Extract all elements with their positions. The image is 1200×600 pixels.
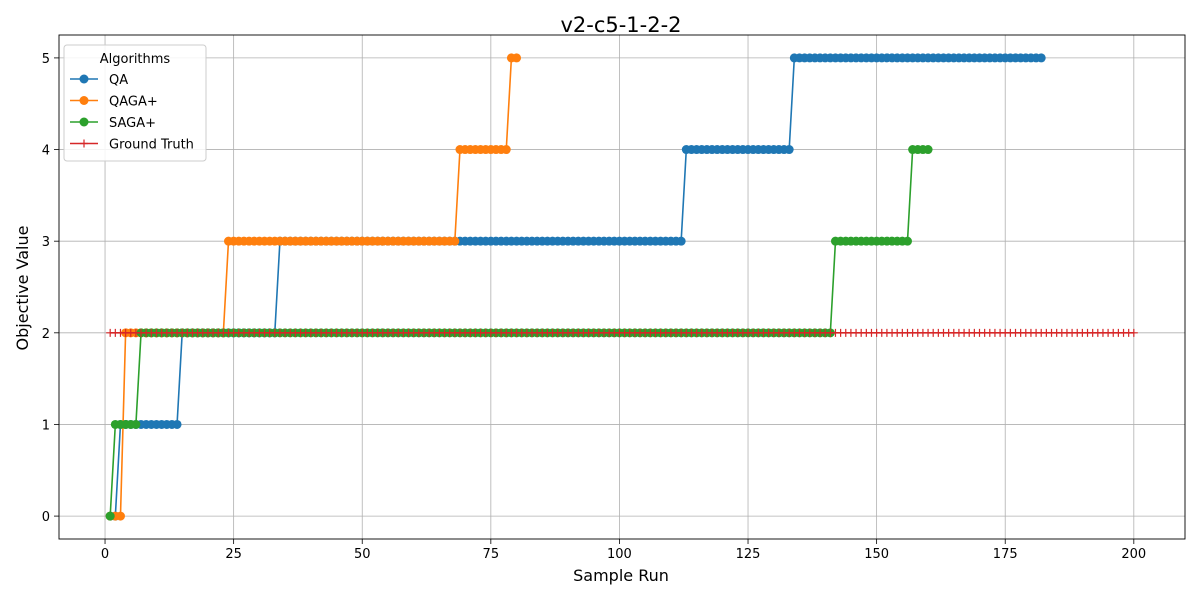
legend-label: SAGA+ [109,116,156,131]
legend-label: QAGA+ [109,95,158,110]
x-tick-label: 50 [354,547,371,562]
data-point-qaga [512,53,522,63]
x-tick-label: 200 [1121,547,1146,562]
series-layer [105,53,1138,521]
x-tick-label: 0 [101,547,109,562]
x-axis-label: Sample Run [573,566,669,585]
data-point-qaga [501,145,511,155]
legend-label: QA [109,73,128,88]
legend-swatch-marker [79,117,89,127]
y-tick-label: 2 [42,327,50,342]
legend-swatch-marker [80,139,88,148]
y-tick-label: 0 [42,510,50,525]
grid [59,35,1185,539]
series-ground-truth [106,328,1138,337]
y-tick-label: 3 [42,235,50,250]
data-point-qa [784,145,794,155]
x-tick-label: 175 [993,547,1018,562]
legend-swatch-marker [79,74,89,84]
data-point-qa [676,236,686,246]
x-tick-label: 125 [736,547,761,562]
data-point-saga [902,236,912,246]
legend: Algorithms QA QAGA+ SAGA+ Ground Truth [63,44,207,162]
tick-layer: 0 25 50 75 100 125 150 175 200 0 1 2 3 4 5 [42,52,1147,562]
legend-item-saga: SAGA+ [70,116,156,131]
y-tick-label: 4 [42,144,50,159]
data-point-qaga [115,511,125,521]
legend-title: Algorithms [100,52,171,67]
x-tick-label: 25 [225,547,242,562]
data-point-qa [172,419,182,429]
y-tick-label: 5 [42,52,50,67]
x-tick-label: 75 [483,547,500,562]
data-point-qa [1036,53,1046,63]
data-point-saga [131,419,141,429]
data-point-saga [923,145,933,155]
y-axis-label: Objective Value [13,226,32,351]
chart-title: v2-c5-1-2-2 [560,13,681,37]
x-tick-label: 150 [864,547,889,562]
legend-item-ground-truth: Ground Truth [70,138,194,153]
legend-item-qaga: QAGA+ [70,95,158,110]
legend-item-qa: QA [70,73,128,88]
y-tick-label: 1 [42,418,50,433]
x-tick-label: 100 [607,547,632,562]
legend-label: Ground Truth [109,138,194,153]
series-line-qa [110,57,1042,517]
legend-box [63,44,207,162]
data-point-ground-truth [1129,328,1138,337]
plot-frame [58,34,1186,540]
data-point-qaga [450,236,460,246]
legend-swatch-marker [79,96,89,105]
series-qa [105,53,1046,521]
data-point-saga [105,511,115,521]
